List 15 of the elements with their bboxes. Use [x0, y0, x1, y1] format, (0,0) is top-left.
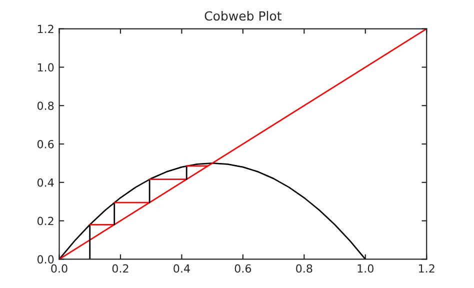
x-tick-label: 0.0	[51, 264, 68, 273]
y-tick-label: 0.0	[37, 255, 54, 264]
x-tick-label: 0.6	[234, 264, 252, 273]
y-tick-label: 0.8	[37, 102, 54, 110]
x-tick-label: 0.4	[174, 264, 190, 273]
chart-title: Cobweb Plot	[204, 10, 282, 21]
x-tick-label: 1.2	[418, 264, 434, 273]
y-tick-label: 0.2	[37, 216, 54, 226]
y-tick-label: 1.2	[38, 24, 54, 34]
y-tick-label: 1.0	[38, 63, 54, 72]
x-tick-label: 0.8	[296, 264, 312, 273]
y-tick-label: 0.6	[37, 140, 54, 148]
x-tick-label: 0.2	[112, 264, 128, 273]
x-tick-label: 1.0	[358, 264, 374, 273]
y-tick-label: 0.4	[37, 178, 54, 187]
